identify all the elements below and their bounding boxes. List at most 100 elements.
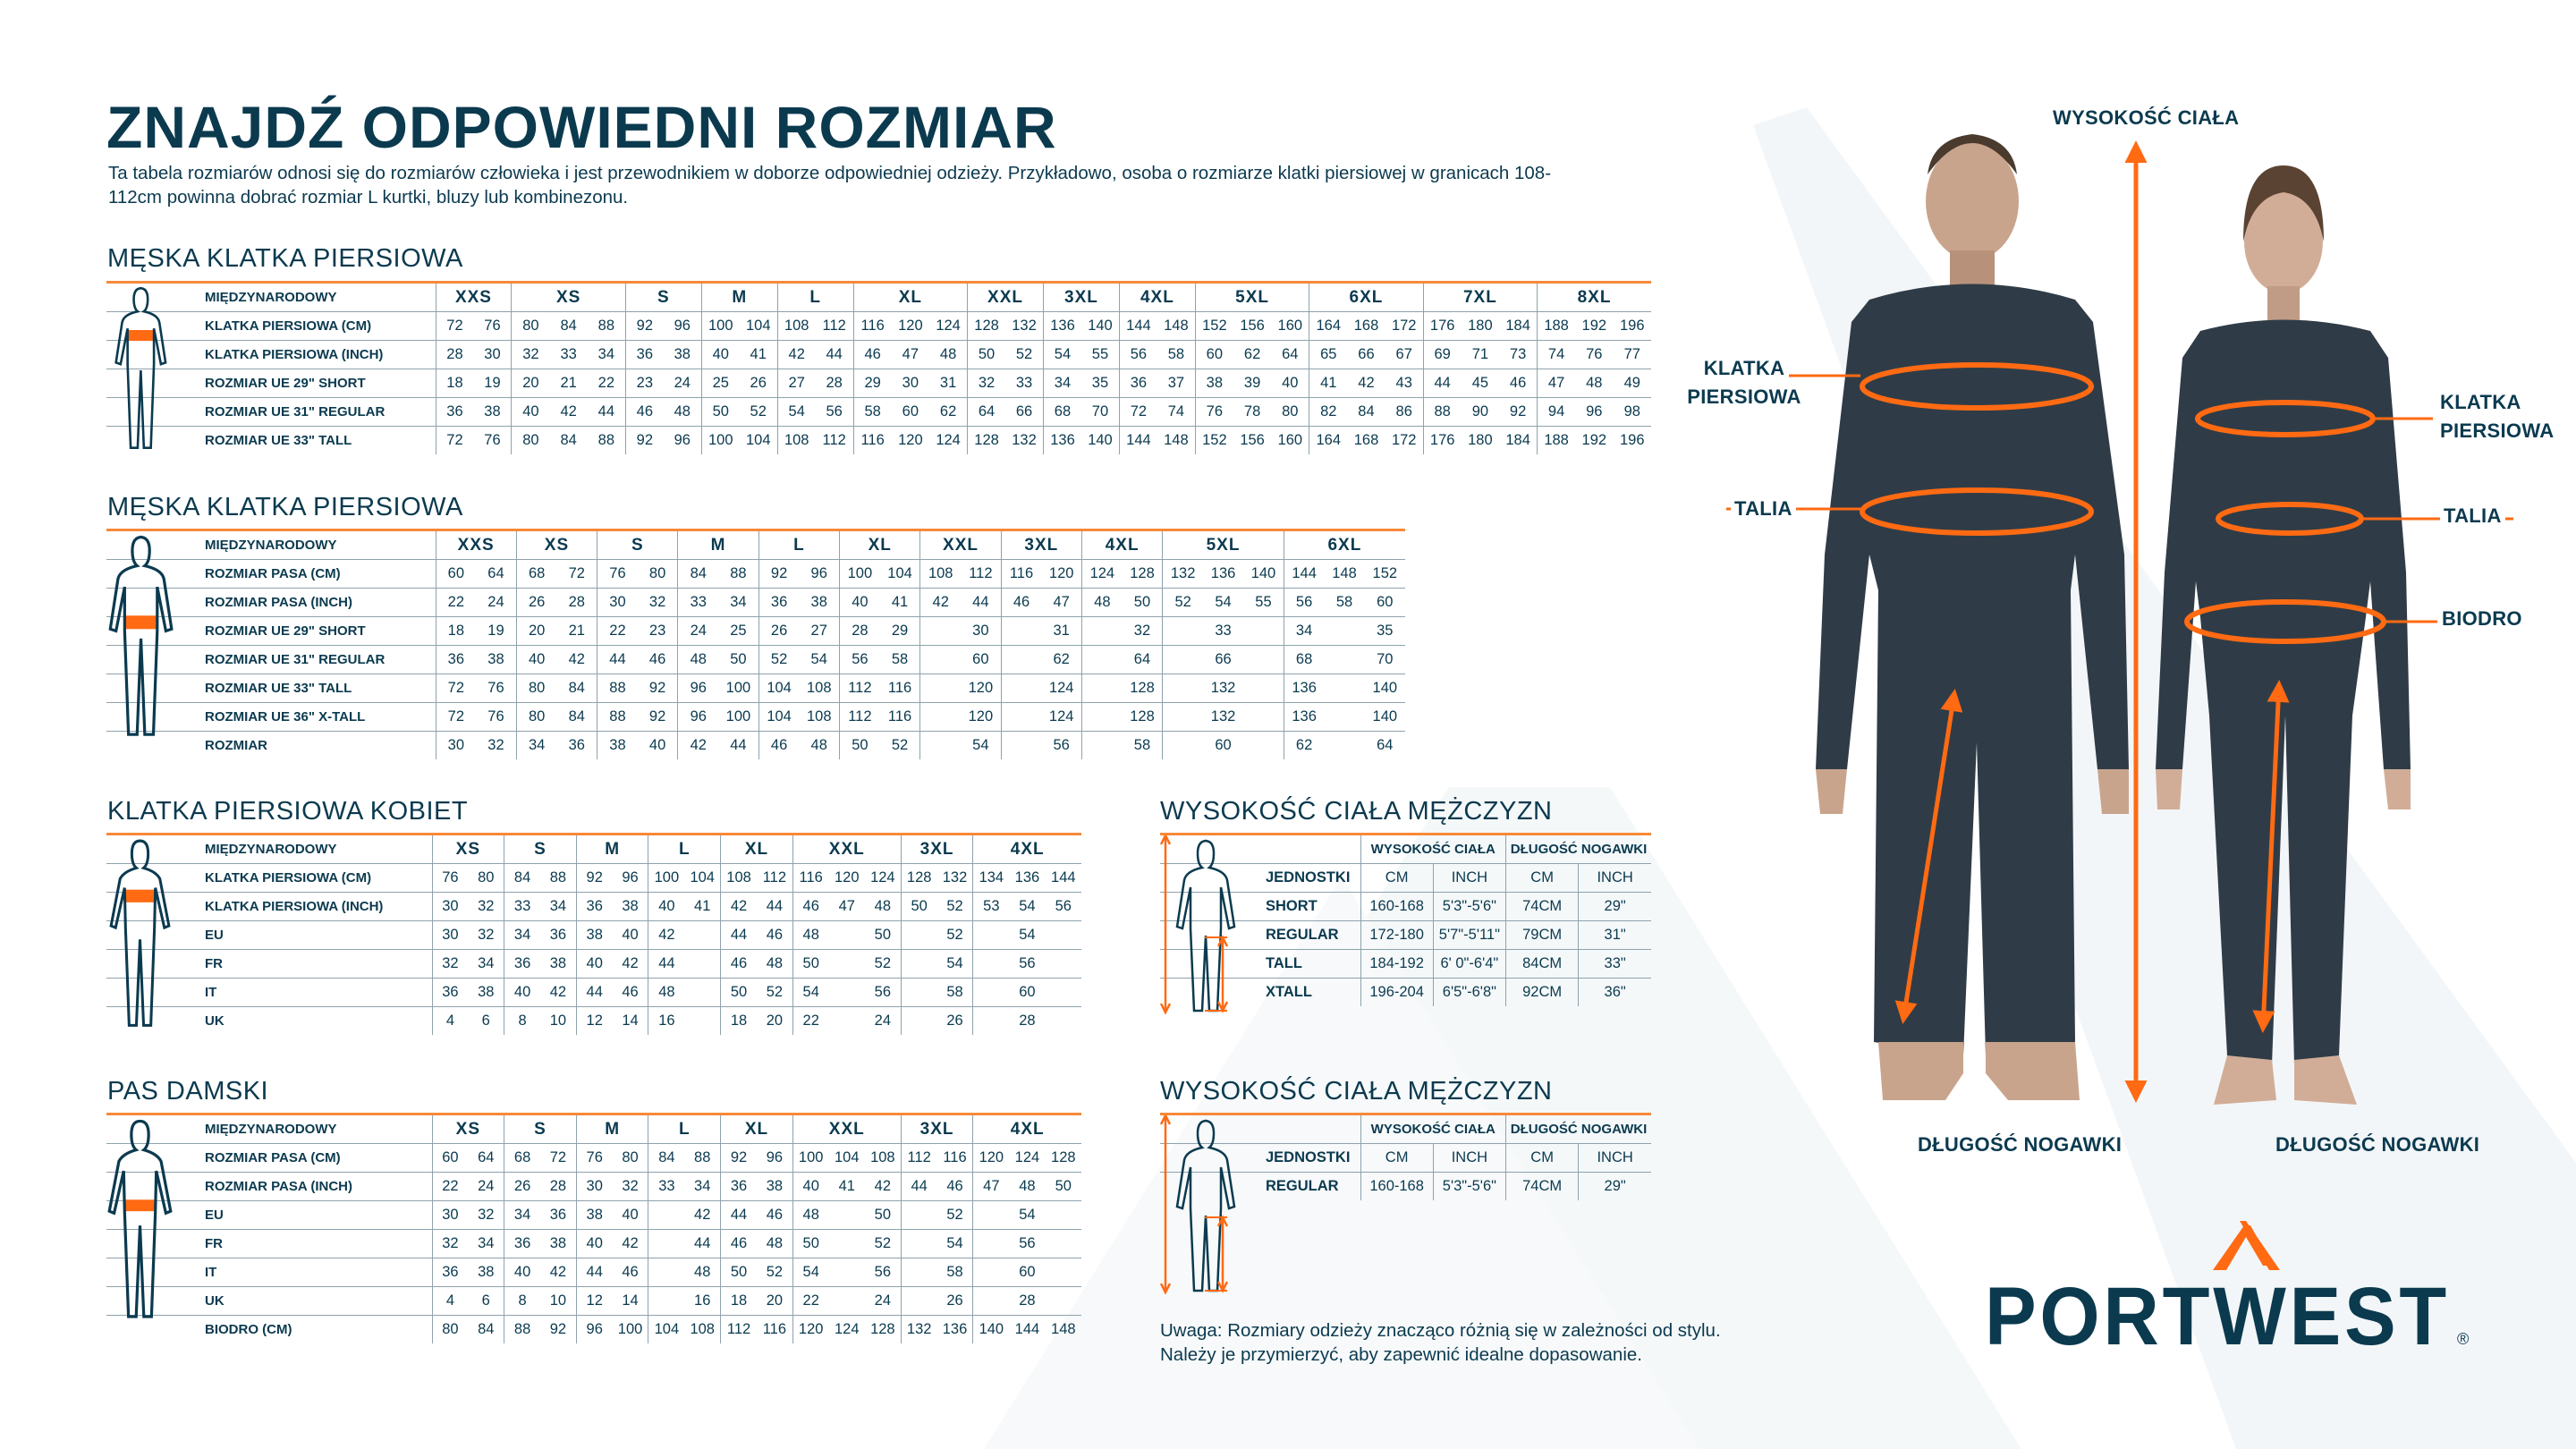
- section-title-male-waist: MĘSKA KLATKA PIERSIOWA: [107, 493, 463, 521]
- size-cell: 20: [756, 1286, 793, 1316]
- size-cell: [972, 978, 1010, 1007]
- row-label: ROZMIAR UE 33" TALL: [205, 433, 352, 448]
- size-cell: 36: [758, 588, 800, 617]
- size-cell: 100: [839, 559, 880, 589]
- size-cell: 69: [1422, 340, 1462, 369]
- size-cell: 192: [1575, 311, 1614, 341]
- height-cell: 160-168: [1360, 892, 1434, 921]
- size-cell: 54: [1009, 920, 1046, 950]
- size-cell: 112: [822, 432, 846, 448]
- size-cell: 80: [1271, 397, 1309, 427]
- size-cell: 42: [549, 397, 588, 427]
- size-group-header: L: [648, 835, 721, 864]
- size-cell: 42: [556, 645, 597, 674]
- size-cell: 92: [637, 702, 678, 732]
- size-cell: 67: [1385, 340, 1424, 369]
- size-cell: 84: [1347, 397, 1385, 427]
- size-cell: 46: [720, 1229, 757, 1258]
- table-row: ROZMIAR PASA (INCH) 22 24 26 28 30 32 33 34 36 38 4…: [106, 588, 1405, 617]
- size-cell: [1243, 674, 1284, 703]
- size-cell: 36: [431, 978, 469, 1007]
- size-cell: 18: [720, 1006, 757, 1035]
- size-cell: 33: [1202, 616, 1244, 646]
- height-cell: 172-180: [1360, 920, 1434, 950]
- size-cell: 76: [476, 702, 517, 732]
- size-cell: 112: [815, 311, 854, 341]
- size-cell: 73: [1499, 340, 1538, 369]
- size-cell: 28: [556, 588, 597, 617]
- size-cell: 30: [961, 616, 1002, 646]
- size-cell: [900, 978, 937, 1007]
- size-cell: 41: [684, 892, 721, 921]
- size-cell: [648, 1286, 685, 1316]
- size-cell: 92: [758, 559, 800, 589]
- height-cell: 84CM: [1504, 949, 1579, 979]
- table-row: TALL 184-192 6' 0"-6'4" 84CM 33": [1160, 949, 1651, 979]
- male-waist-size-table: MIĘDZYNARODOWY XXS XS S M L XL XXL 3XL 4XL 5XL 6XL R…: [106, 529, 1405, 759]
- height-cell: 36": [1578, 978, 1651, 1006]
- size-cell: 36: [435, 397, 474, 427]
- size-cell: 42: [864, 1172, 902, 1201]
- size-cell: 50: [864, 920, 902, 950]
- size-group-header: 4XL: [1118, 284, 1196, 312]
- portwest-logo-mark: PORTWEST ®: [1985, 1221, 2469, 1362]
- svg-text:PORTWEST: PORTWEST: [1985, 1271, 2450, 1351]
- height-figure-icon: [1160, 1115, 1236, 1294]
- size-cell: 20: [515, 616, 557, 646]
- size-cell: 88: [504, 1315, 540, 1343]
- size-cell: 33: [504, 892, 540, 921]
- size-cell: 72: [556, 559, 597, 589]
- size-cell: 84: [648, 1143, 685, 1173]
- size-cell: 36: [575, 892, 613, 921]
- size-cell: 44: [730, 737, 747, 753]
- size-group-header: XXL: [919, 531, 1002, 560]
- group-header-leg-length: DŁUGOŚĆ NOGAWKI: [1505, 835, 1651, 864]
- size-cell: 66: [1005, 397, 1044, 427]
- size-cell: 31: [929, 369, 968, 398]
- size-cell: 46: [720, 949, 757, 979]
- size-cell: 12: [575, 1286, 613, 1316]
- size-cell: 52: [739, 397, 778, 427]
- size-cell: 90: [1461, 397, 1500, 427]
- size-cell: 20: [766, 1013, 784, 1029]
- size-cell: 134: [972, 863, 1010, 893]
- size-cell: 36: [431, 1258, 469, 1287]
- size-cell: 60: [431, 1143, 469, 1173]
- height-cell: 33": [1578, 949, 1651, 979]
- size-cell: 68: [1283, 645, 1325, 674]
- size-group-header: 8XL: [1537, 284, 1651, 312]
- size-cell: 84: [549, 311, 588, 341]
- size-cell: 42: [539, 1258, 577, 1287]
- size-cell: 152: [1194, 426, 1233, 454]
- size-header-row: MIĘDZYNARODOWY XXS XS S M L XL XXL 3XL 4XL 5XL 6XL: [106, 531, 1405, 560]
- size-cell: 24: [476, 588, 517, 617]
- size-cell: 53: [972, 892, 1010, 921]
- size-cell: 78: [1233, 397, 1272, 427]
- size-cell: 16: [684, 1286, 721, 1316]
- size-cell: 72: [539, 1143, 577, 1173]
- size-group-header: S: [597, 531, 678, 560]
- male-height-table-2: WYSOKOŚĆ CIAŁA DŁUGOŚĆ NOGAWKI JEDNOSTKI CM…: [1160, 1113, 1651, 1294]
- size-cell: 50: [967, 340, 1006, 369]
- size-cell: 72: [435, 702, 477, 732]
- size-cell: 40: [839, 588, 880, 617]
- size-cell: 34: [718, 588, 759, 617]
- female-model-figure: [2156, 165, 2411, 1105]
- size-group-header: XS: [431, 1115, 504, 1144]
- size-cell: 100: [617, 1321, 643, 1337]
- size-cell: 76: [597, 559, 638, 589]
- size-cell: 24: [663, 369, 702, 398]
- female-leg-arrow: [2252, 680, 2290, 1033]
- size-cell: 50: [700, 397, 740, 427]
- size-cell: 32: [487, 737, 504, 753]
- label-female-chest: KLATKA PIERSIOWA: [2440, 388, 2554, 445]
- label-male-chest: KLATKA PIERSIOWA: [1682, 354, 1807, 411]
- size-cell: 12: [575, 1006, 613, 1035]
- size-cell: [919, 616, 962, 646]
- height-cell: 5'3"-5'6": [1432, 892, 1506, 921]
- size-cell: 128: [967, 311, 1006, 341]
- size-cell: 104: [684, 863, 721, 893]
- size-cell: 48: [663, 397, 702, 427]
- row-label: REGULAR: [1266, 1178, 1339, 1194]
- size-cell: 136: [1283, 702, 1325, 732]
